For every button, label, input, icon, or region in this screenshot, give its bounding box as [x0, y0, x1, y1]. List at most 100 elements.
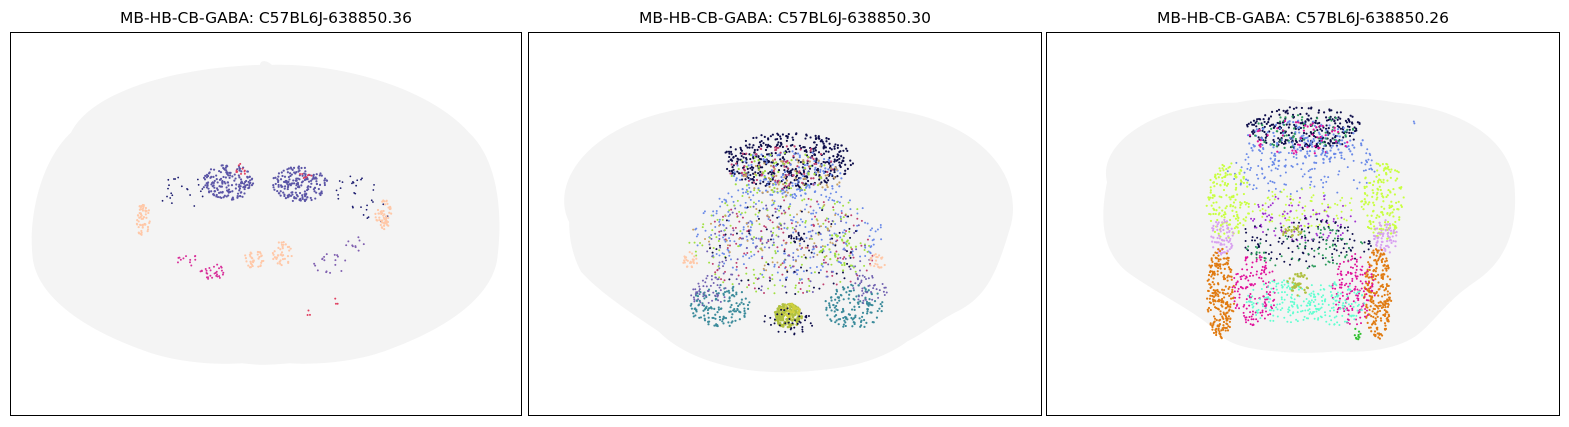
scatter-point	[1253, 282, 1256, 285]
scatter-point	[1367, 261, 1370, 264]
scatter-point	[1386, 237, 1389, 240]
scatter-point	[718, 249, 721, 252]
scatter-point	[1337, 173, 1340, 176]
scatter-point	[808, 249, 811, 252]
scatter-point	[760, 237, 763, 240]
scatter-point	[1219, 313, 1222, 316]
scatter-point	[1210, 235, 1213, 238]
scatter-point	[1211, 324, 1214, 327]
scatter-point	[206, 272, 209, 275]
scatter-point	[745, 266, 748, 269]
scatter-point	[1215, 262, 1218, 265]
scatter-point	[1369, 244, 1372, 247]
panel-2-plot	[528, 32, 1042, 416]
scatter-point	[775, 310, 779, 313]
scatter-point	[735, 261, 738, 264]
scatter-point	[820, 194, 823, 197]
scatter-point	[1209, 301, 1212, 305]
scatter-point	[859, 300, 862, 303]
scatter-point	[1283, 140, 1287, 143]
scatter-point	[825, 195, 828, 198]
scatter-point	[774, 250, 777, 253]
scatter-point	[1298, 258, 1301, 261]
scatter-point	[725, 239, 728, 242]
scatter-point	[1351, 233, 1354, 236]
scatter-point	[1259, 150, 1262, 153]
scatter-point	[1308, 154, 1311, 157]
scatter-point	[1258, 251, 1261, 254]
scatter-point	[1222, 165, 1226, 168]
scatter-point	[1225, 252, 1228, 255]
scatter-point	[708, 247, 711, 250]
scatter-point	[841, 263, 843, 266]
scatter-point	[1303, 124, 1307, 127]
scatter-point	[1259, 139, 1262, 142]
scatter-point	[685, 265, 689, 268]
scatter-point	[1385, 283, 1388, 286]
scatter-point	[1229, 270, 1232, 274]
scatter-point	[1222, 320, 1226, 324]
scatter-point	[1283, 214, 1286, 217]
scatter-point	[732, 155, 735, 159]
scatter-point	[320, 192, 323, 195]
scatter-point	[170, 202, 173, 205]
scatter-point	[844, 214, 847, 217]
scatter-point	[849, 159, 852, 162]
scatter-point	[812, 147, 815, 150]
scatter-point	[827, 168, 830, 171]
scatter-point	[744, 253, 747, 256]
scatter-point	[1221, 288, 1224, 291]
scatter-point	[698, 316, 701, 319]
scatter-point	[814, 232, 817, 235]
scatter-point	[1374, 292, 1377, 295]
scatter-point	[1340, 251, 1343, 254]
scatter-point	[1229, 173, 1233, 176]
scatter-point	[1232, 302, 1236, 305]
scatter-point	[1372, 269, 1375, 272]
scatter-point	[277, 241, 280, 244]
scatter-point	[1211, 273, 1214, 276]
scatter-point	[294, 191, 297, 194]
scatter-point	[1273, 152, 1276, 155]
scatter-point	[1391, 211, 1394, 214]
scatter-point	[1336, 237, 1339, 240]
scatter-point	[746, 190, 749, 193]
scatter-point	[1283, 165, 1286, 168]
scatter-point	[1350, 131, 1353, 135]
scatter-point	[1252, 119, 1256, 122]
scatter-point	[1218, 330, 1221, 333]
scatter-point	[864, 298, 867, 301]
scatter-point	[749, 226, 752, 229]
scatter-point	[822, 160, 825, 164]
scatter-point	[1249, 168, 1252, 171]
scatter-point	[767, 180, 770, 183]
scatter-point	[1211, 226, 1214, 230]
scatter-point	[792, 252, 795, 255]
scatter-point	[752, 268, 755, 271]
scatter-point	[385, 217, 388, 220]
scatter-point	[842, 316, 845, 320]
scatter-point	[764, 184, 767, 187]
scatter-point	[1381, 234, 1384, 238]
scatter-point	[1219, 263, 1222, 266]
scatter-point	[1285, 134, 1288, 137]
scatter-point	[1334, 122, 1337, 125]
scatter-point	[1246, 167, 1249, 170]
scatter-point	[806, 159, 809, 162]
scatter-point	[316, 269, 319, 272]
scatter-point	[874, 259, 878, 262]
scatter-point	[694, 288, 697, 291]
scatter-point	[826, 170, 829, 174]
scatter-point	[1386, 305, 1390, 308]
scatter-point	[715, 253, 718, 256]
scatter-point	[144, 206, 148, 210]
scatter-point	[779, 137, 782, 140]
scatter-point	[1206, 308, 1209, 311]
scatter-point	[745, 152, 748, 155]
scatter-point	[813, 168, 817, 171]
scatter-point	[1277, 164, 1280, 167]
scatter-point	[829, 164, 832, 167]
scatter-point	[833, 306, 836, 309]
scatter-point	[744, 175, 748, 178]
scatter-point	[840, 177, 843, 180]
